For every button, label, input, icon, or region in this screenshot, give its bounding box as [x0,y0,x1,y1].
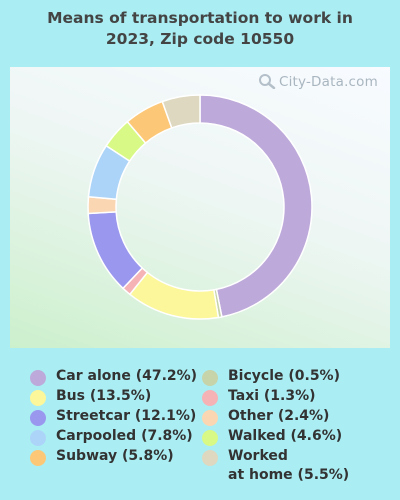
chart-title-line-1: Means of transportation to work in [47,9,353,27]
legend-swatch [202,370,218,386]
slice-worked-at-home [161,94,201,129]
legend-swatch [30,430,46,446]
donut-chart [87,94,313,320]
chart-title: Means of transportation to work in 2023,… [0,8,400,50]
slice-bus [128,271,220,320]
slice-streetcar [87,211,144,290]
legend-label: Carpooled (7.8%) [56,428,193,444]
magnifier-icon [258,74,276,90]
slice-car-alone [199,94,313,318]
legend-swatch [30,410,46,426]
legend-label: Bicycle (0.5%) [228,368,340,384]
watermark: City-Data.com [258,73,378,90]
legend-label: Walked (4.6%) [228,428,343,444]
legend-swatch [30,370,46,386]
legend-label: Streetcar (12.1%) [56,408,197,424]
legend-label-line-2: at home (5.5%) [228,467,350,483]
plot-area: City-Data.com [10,67,390,348]
legend-swatch [202,390,218,406]
legend-swatch [30,390,46,406]
chart-title-line-2: 2023, Zip code 10550 [105,30,295,48]
legend-label: Other (2.4%) [228,408,330,424]
legend-swatch [30,450,46,466]
legend-swatch [202,410,218,426]
legend-swatch [202,430,218,446]
legend-label: Bus (13.5%) [56,388,152,404]
legend-label: Subway (5.8%) [56,448,174,464]
watermark-text: City-Data.com [278,74,378,90]
legend-label: Worked at home (5.5%) [228,447,349,485]
legend-swatch [202,450,218,466]
legend-label: Taxi (1.3%) [228,388,316,404]
legend-label: Car alone (47.2%) [56,368,198,384]
legend-label-line-1: Worked [228,448,288,464]
